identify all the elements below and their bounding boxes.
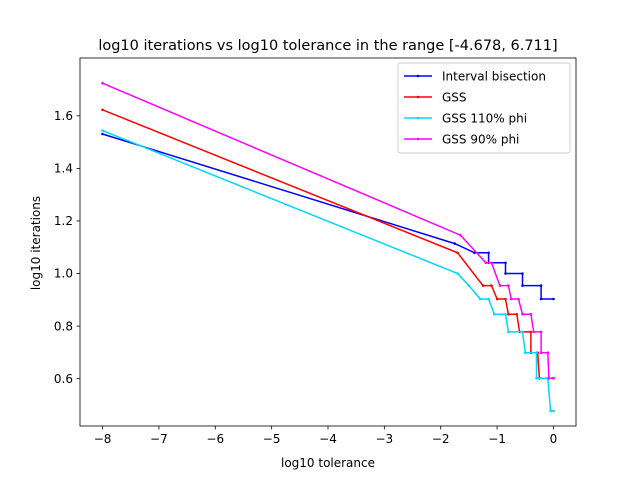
legend-label-1: GSS (442, 90, 467, 104)
data-point-2-9 (524, 351, 527, 355)
y-tick-label: 1.0 (54, 267, 73, 281)
data-point-3-0 (101, 81, 104, 85)
x-tick-label: −5 (263, 432, 281, 446)
y-tick-label: 0.6 (54, 372, 73, 386)
data-point-1-0 (101, 108, 104, 112)
legend-marker-0 (416, 74, 420, 78)
x-tick-label: −2 (432, 432, 450, 446)
x-tick-label: 0 (550, 432, 558, 446)
series-line-3 (102, 82, 554, 379)
data-point-3-15 (552, 376, 555, 380)
data-point-1-6 (507, 313, 510, 316)
data-point-3-7 (517, 297, 520, 301)
data-point-0-9 (539, 284, 543, 287)
data-point-3-5 (507, 284, 510, 287)
data-point-2-4 (487, 297, 490, 301)
data-point-0-6 (504, 272, 507, 275)
data-point-3-14 (547, 376, 551, 380)
series-line-2 (102, 129, 554, 412)
data-point-2-13 (549, 409, 552, 413)
chart-title: log10 iterations vs log10 tolerance in t… (98, 38, 557, 54)
data-point-0-10 (539, 297, 543, 301)
legend-marker-3 (416, 137, 420, 141)
data-point-3-1 (459, 233, 462, 237)
data-point-3-6 (509, 297, 513, 301)
data-point-0-11 (552, 297, 555, 301)
data-point-2-11 (535, 376, 538, 380)
data-point-3-11 (539, 330, 543, 334)
data-point-3-12 (539, 351, 543, 355)
data-point-0-7 (521, 272, 524, 275)
y-tick-label: 1.6 (54, 109, 73, 123)
data-point-3-9 (529, 313, 533, 316)
data-point-3-2 (484, 261, 488, 265)
legend-marker-2 (416, 116, 420, 120)
data-point-3-3 (490, 261, 493, 265)
data-point-2-2 (467, 284, 471, 287)
x-tick-label: −7 (150, 432, 168, 446)
x-tick-label: −8 (94, 432, 112, 446)
data-point-1-4 (495, 297, 499, 301)
legend-label-3: GSS 90% phi (442, 132, 519, 146)
legend-frame (397, 62, 571, 154)
plot-layer (101, 81, 555, 413)
data-point-3-13 (546, 351, 550, 355)
data-point-2-0 (101, 129, 104, 132)
data-point-2-5 (493, 313, 496, 316)
x-tick-label: −4 (319, 432, 337, 446)
data-point-0-1 (453, 242, 457, 245)
legend-marker-1 (416, 95, 420, 99)
y-tick-label: 1.4 (54, 162, 73, 176)
x-tick-label: −6 (206, 432, 224, 446)
data-point-0-8 (521, 284, 524, 287)
y-tick-label: 0.8 (54, 319, 73, 333)
data-point-0-3 (487, 251, 490, 255)
x-tick-label: −1 (488, 432, 506, 446)
data-point-1-2 (481, 284, 485, 287)
data-point-2-3 (478, 297, 482, 301)
data-point-3-4 (498, 284, 502, 287)
data-point-1-9 (529, 330, 533, 334)
legend-label-0: Interval bisection (442, 69, 546, 83)
data-point-2-1 (456, 272, 459, 275)
data-point-2-6 (504, 313, 507, 316)
x-tick-label: −3 (376, 432, 394, 446)
data-point-1-1 (456, 251, 459, 255)
series-3 (101, 81, 555, 380)
data-point-2-14 (552, 409, 555, 413)
data-point-2-8 (521, 330, 524, 334)
x-axis-label: log10 tolerance (281, 456, 375, 470)
data-point-1-7 (515, 313, 519, 316)
data-point-2-7 (507, 330, 510, 334)
data-point-3-8 (521, 313, 524, 316)
data-point-0-0 (101, 132, 104, 136)
legend: Interval bisection GSS GSS 110% phi GSS 90%… (397, 62, 571, 154)
data-point-2-10 (535, 351, 538, 355)
series-2 (101, 129, 555, 413)
y-axis-label: log10 iterations (29, 196, 43, 290)
legend-label-2: GSS 110% phi (442, 111, 527, 125)
series-line-0 (102, 133, 554, 300)
axes-layer: −8 −7 −6 −5 −4 −3 −2 −1 0 0.6 0.8 1.0 1.2 1.4 1.6 (54, 57, 577, 446)
y-tick-label: 1.2 (54, 214, 73, 228)
data-point-0-5 (504, 261, 507, 265)
data-point-3-10 (532, 330, 535, 334)
data-point-1-3 (490, 284, 493, 287)
data-point-1-5 (504, 297, 507, 301)
